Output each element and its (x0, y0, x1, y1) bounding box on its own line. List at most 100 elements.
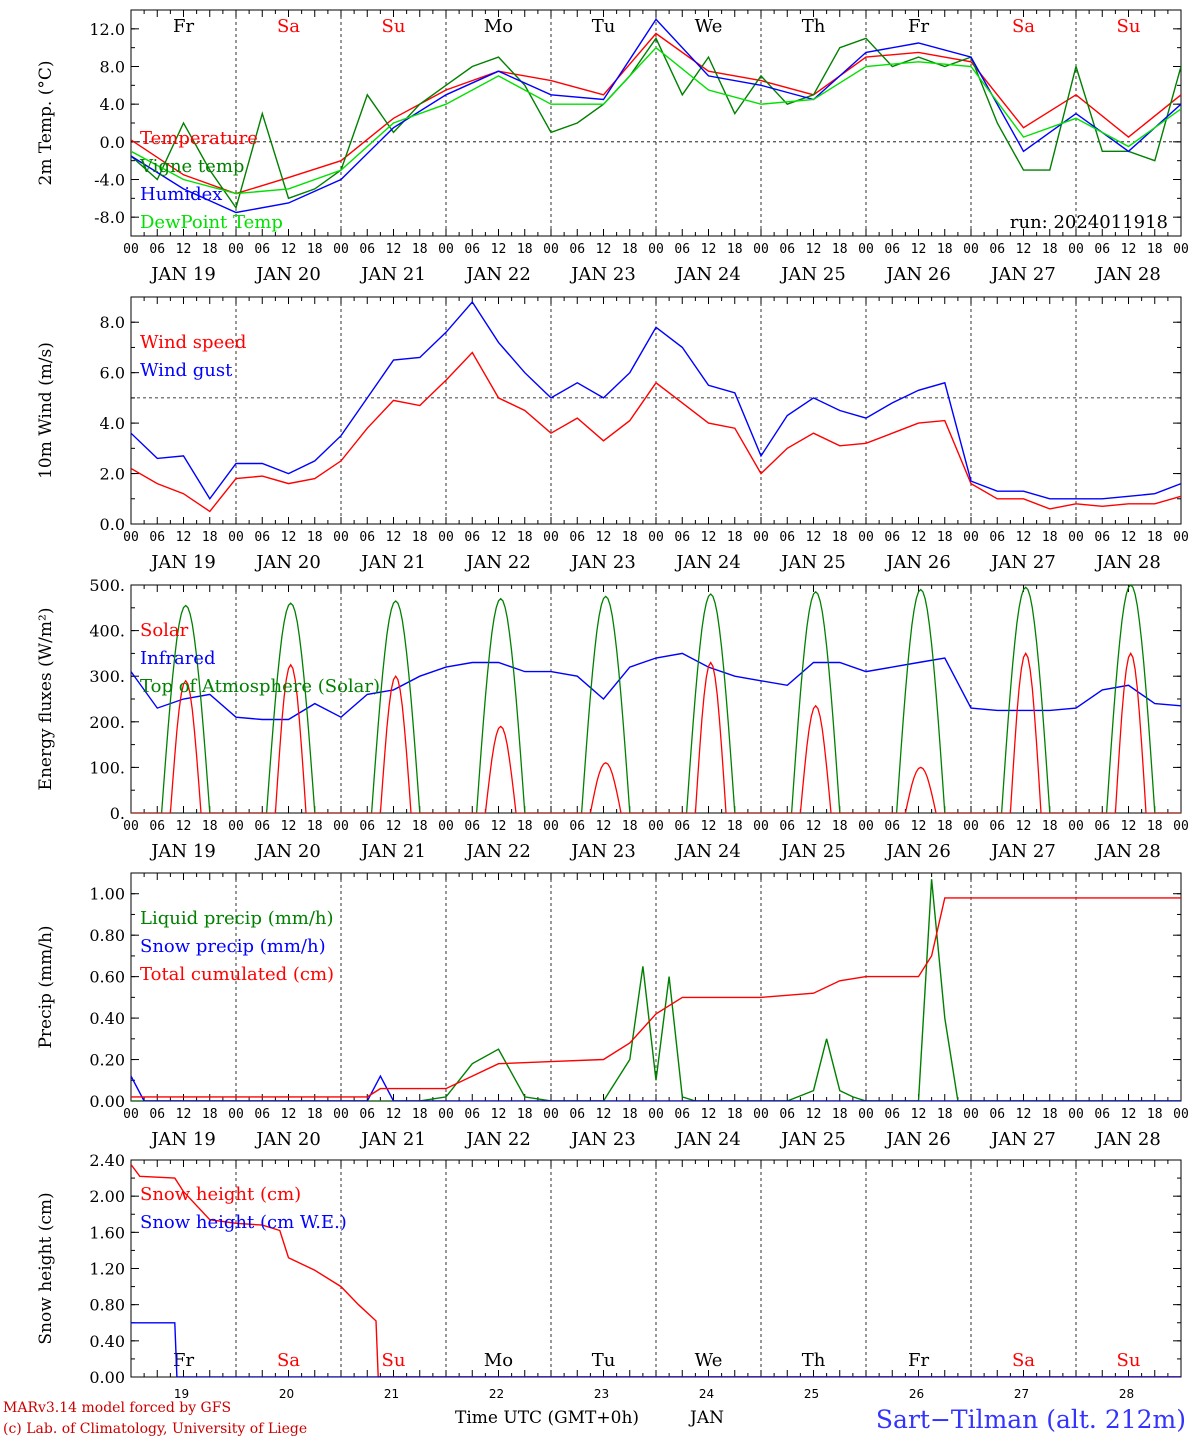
hour-label: 18 (727, 1107, 743, 1122)
hour-label: 06 (464, 530, 480, 545)
hour-label: 18 (1147, 242, 1163, 257)
day-number: 24 (699, 1387, 714, 1401)
hour-label: 12 (596, 242, 612, 257)
hour-label: 00 (543, 530, 559, 545)
hour-label: 12 (701, 1107, 717, 1122)
hour-label: 06 (674, 530, 690, 545)
weekday-label: Sa (1012, 16, 1035, 37)
hour-label: 18 (412, 1107, 428, 1122)
weekday-label: Su (382, 16, 406, 37)
hour-label: 06 (359, 1107, 375, 1122)
series-line-snow-height-cm- (131, 1164, 1181, 1377)
hour-label: 00 (438, 1107, 454, 1122)
hour-label: 06 (359, 242, 375, 257)
series-line-temperature (131, 32, 1181, 195)
lab-credit-line: (c) Lab. of Climatology, University of L… (3, 1421, 307, 1437)
series-line-humidex (131, 18, 1181, 214)
hour-label: 00 (1173, 1107, 1189, 1122)
hour-label: 00 (543, 1107, 559, 1122)
hour-label: 18 (1147, 530, 1163, 545)
hour-label: 00 (648, 530, 664, 545)
hour-label: 00 (963, 819, 979, 834)
hour-label: 12 (806, 819, 822, 834)
hour-label: 18 (1042, 1107, 1058, 1122)
day-label: JAN 20 (254, 841, 321, 862)
day-number: 25 (804, 1387, 819, 1401)
hour-label: 18 (412, 242, 428, 257)
hour-label: 18 (832, 530, 848, 545)
hour-label: 12 (1016, 530, 1032, 545)
hour-label: 06 (254, 530, 270, 545)
day-label: JAN 27 (989, 841, 1056, 862)
month-axis-label: JAN (688, 1408, 724, 1428)
y-axis-title: Snow height (cm) (36, 1192, 56, 1344)
legend-entry: Wind speed (140, 332, 246, 353)
day-label: JAN 21 (359, 1129, 426, 1150)
y-tick-label: 500. (89, 576, 125, 595)
hour-label: 18 (1042, 819, 1058, 834)
hour-label: 06 (464, 1107, 480, 1122)
hour-label: 18 (517, 819, 533, 834)
hour-label: 12 (176, 1107, 192, 1122)
hour-label: 06 (989, 1107, 1005, 1122)
hour-label: 06 (254, 819, 270, 834)
y-tick-label: 400. (89, 622, 125, 641)
panel-3: 500. 400. 300. 200. 100. 0. Energy fluxes (W/m… (36, 576, 1189, 862)
series-line-wind-speed (131, 351, 1181, 513)
hour-label: 06 (569, 1107, 585, 1122)
y-axis-title: Energy fluxes (W/m²) (36, 608, 56, 791)
y-tick-label: 0.0 (100, 133, 125, 152)
hour-label: 12 (701, 242, 717, 257)
day-label: JAN 23 (569, 841, 636, 862)
hour-label: 00 (438, 530, 454, 545)
hour-label: 18 (202, 530, 218, 545)
day-label: JAN 19 (149, 1129, 216, 1150)
hour-label: 12 (281, 242, 297, 257)
weekday-label: Sa (1012, 1350, 1035, 1371)
y-tick-label: 4.0 (100, 414, 125, 433)
y-tick-label: 0.0 (100, 515, 125, 534)
hour-label: 12 (1121, 1107, 1137, 1122)
hour-label: 12 (176, 530, 192, 545)
hour-label: 00 (963, 530, 979, 545)
y-tick-label: 0.40 (89, 1009, 125, 1028)
series-line-vigne-temp (131, 36, 1181, 210)
hour-label: 06 (569, 819, 585, 834)
hour-label: 00 (333, 530, 349, 545)
hour-label: 00 (858, 530, 874, 545)
day-label: JAN 26 (884, 841, 951, 862)
legend-entry: Snow height (cm) (140, 1184, 301, 1205)
hour-label: 18 (307, 1107, 323, 1122)
hour-label: 18 (622, 819, 638, 834)
day-label: JAN 21 (359, 264, 426, 285)
y-tick-label: 12.0 (89, 20, 125, 39)
hour-label: 18 (937, 530, 953, 545)
hour-label: 12 (596, 819, 612, 834)
day-label: JAN 27 (989, 264, 1056, 285)
run-label: run: 2024011918 (1010, 212, 1168, 233)
hour-label: 06 (779, 1107, 795, 1122)
hour-label: 06 (674, 1107, 690, 1122)
hour-label: 18 (622, 242, 638, 257)
weekday-label: Tu (592, 1350, 616, 1371)
weekday-label: Mo (484, 16, 513, 37)
hour-label: 18 (1147, 1107, 1163, 1122)
legend-entry: Temperature (140, 128, 258, 149)
y-tick-label: 2.40 (89, 1151, 125, 1170)
hour-label: 06 (989, 530, 1005, 545)
hour-label: 18 (1147, 819, 1163, 834)
hour-label: 00 (648, 242, 664, 257)
weekday-label: Su (1117, 1350, 1141, 1371)
series-line-infrared (131, 652, 1181, 721)
day-label: JAN 19 (149, 841, 216, 862)
day-label: JAN 24 (674, 552, 741, 573)
hour-label: 00 (1173, 819, 1189, 834)
legend-entry: Snow precip (mm/h) (140, 936, 326, 957)
hour-label: 00 (123, 242, 139, 257)
hour-label: 18 (412, 530, 428, 545)
hour-label: 00 (858, 242, 874, 257)
day-label: JAN 25 (779, 1129, 846, 1150)
hour-label: 12 (1016, 1107, 1032, 1122)
day-label: JAN 22 (464, 552, 531, 573)
hour-label: 18 (307, 819, 323, 834)
